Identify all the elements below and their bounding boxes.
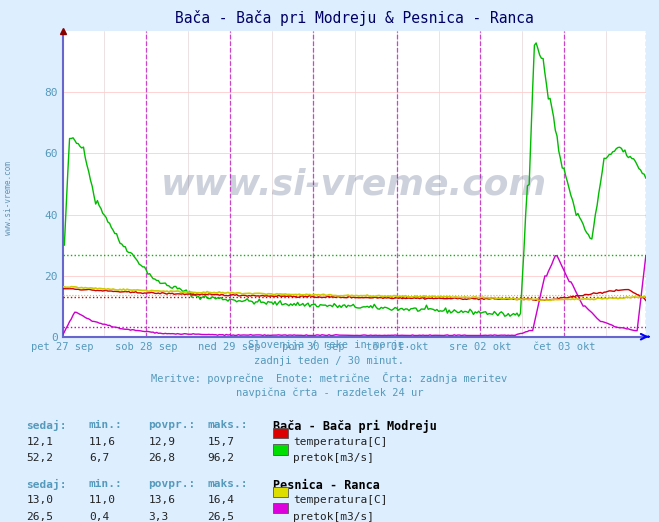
Text: povpr.:: povpr.: [148,420,196,430]
Text: 3,3: 3,3 [148,512,169,522]
Text: zadnji teden / 30 minut.: zadnji teden / 30 minut. [254,356,405,366]
Text: Pesnica - Ranca: Pesnica - Ranca [273,479,380,492]
Text: 0,4: 0,4 [89,512,109,522]
Text: 6,7: 6,7 [89,453,109,463]
Text: 16,4: 16,4 [208,495,235,505]
Text: 13,0: 13,0 [26,495,53,505]
Title: Bača - Bača pri Modreju & Pesnica - Ranca: Bača - Bača pri Modreju & Pesnica - Ranc… [175,10,534,26]
Text: min.:: min.: [89,479,123,489]
Text: pretok[m3/s]: pretok[m3/s] [293,453,374,463]
Text: 52,2: 52,2 [26,453,53,463]
Text: Meritve: povprečne  Enote: metrične  Črta: zadnja meritev: Meritve: povprečne Enote: metrične Črta:… [152,372,507,384]
Text: sedaj:: sedaj: [26,420,67,431]
Text: temperatura[C]: temperatura[C] [293,495,387,505]
Text: Bača - Bača pri Modreju: Bača - Bača pri Modreju [273,420,438,433]
Text: 11,0: 11,0 [89,495,116,505]
Text: maks.:: maks.: [208,420,248,430]
Text: 13,6: 13,6 [148,495,175,505]
Text: www.si-vreme.com: www.si-vreme.com [4,161,13,235]
Text: povpr.:: povpr.: [148,479,196,489]
Text: www.si-vreme.com: www.si-vreme.com [161,167,547,201]
Text: 11,6: 11,6 [89,436,116,447]
Text: sedaj:: sedaj: [26,479,67,490]
Text: 26,5: 26,5 [26,512,53,522]
Text: 26,8: 26,8 [148,453,175,463]
Text: navpična črta - razdelek 24 ur: navpična črta - razdelek 24 ur [236,387,423,398]
Text: 12,9: 12,9 [148,436,175,447]
Text: Slovenija / reke in morje.: Slovenija / reke in morje. [248,340,411,350]
Text: 26,5: 26,5 [208,512,235,522]
Text: pretok[m3/s]: pretok[m3/s] [293,512,374,522]
Text: 15,7: 15,7 [208,436,235,447]
Text: temperatura[C]: temperatura[C] [293,436,387,447]
Text: min.:: min.: [89,420,123,430]
Text: 12,1: 12,1 [26,436,53,447]
Text: 96,2: 96,2 [208,453,235,463]
Text: maks.:: maks.: [208,479,248,489]
